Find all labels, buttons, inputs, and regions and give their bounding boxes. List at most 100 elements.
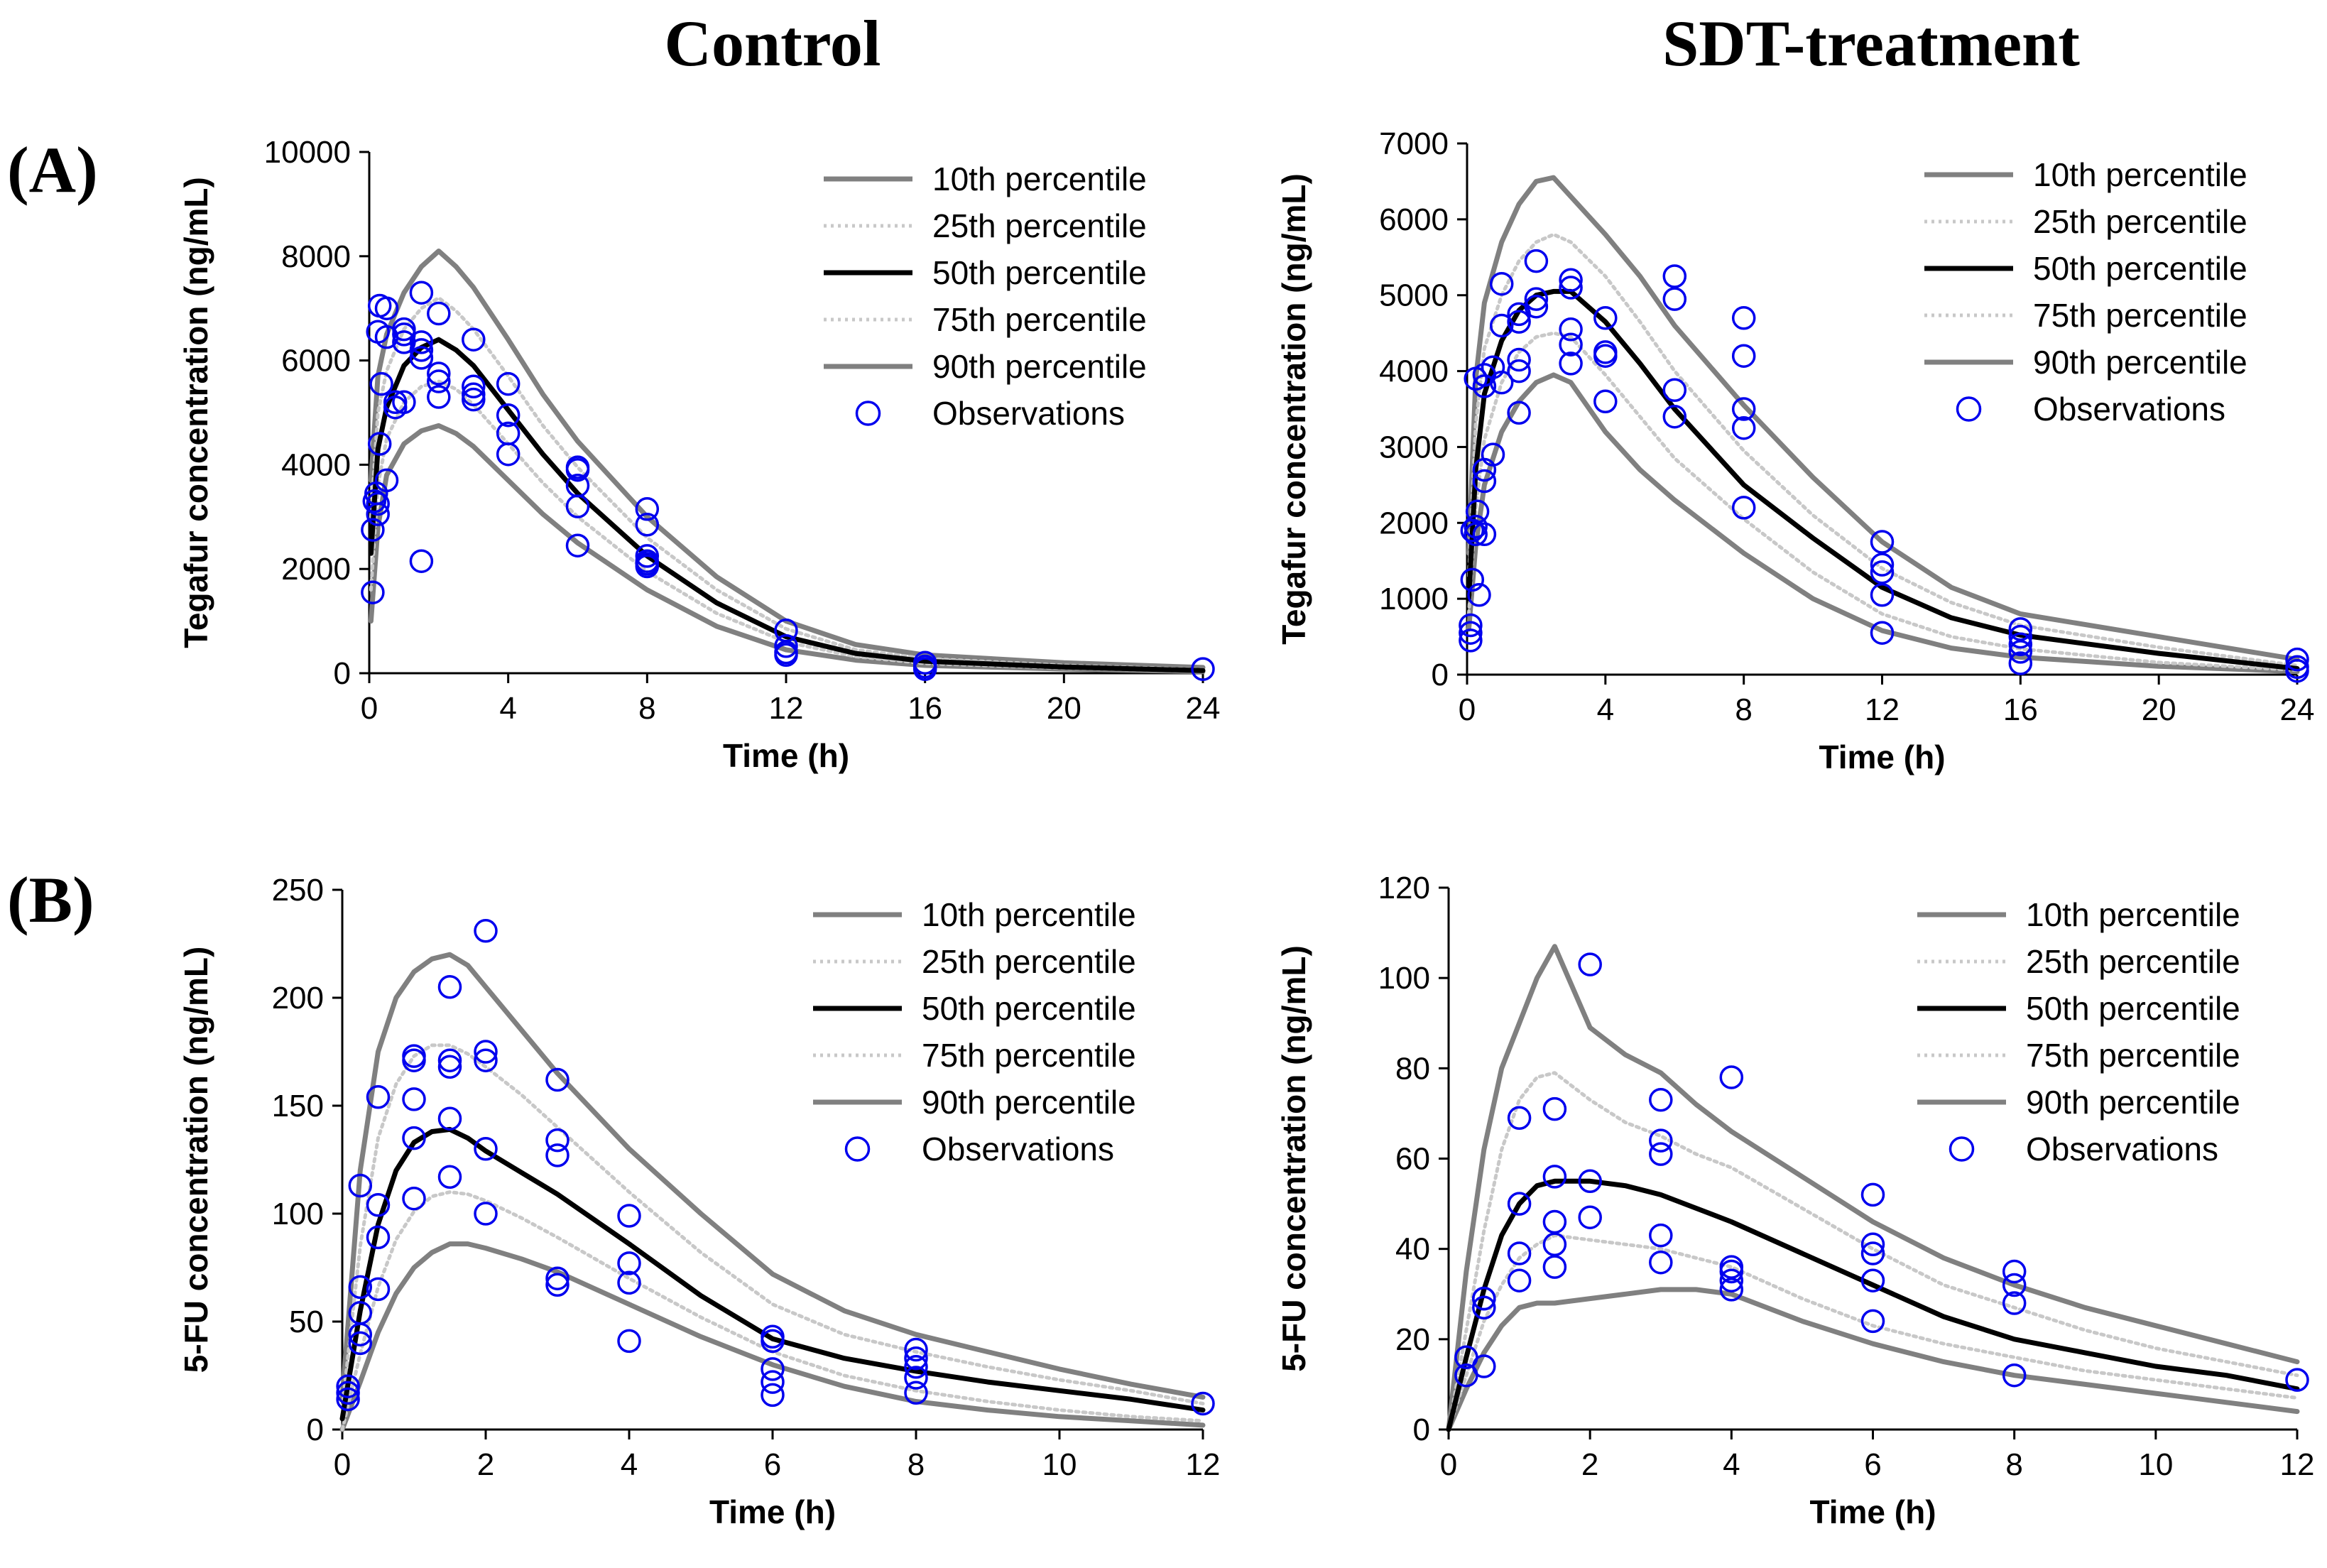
series-line-p25 [1466, 331, 2299, 673]
chart-sdt-tegafur: 0 4 8 12 16 20 24 0 1000 2000 3000 4000 5000 6000 7000… [1275, 126, 2314, 775]
observation-point [409, 330, 434, 354]
observation-point [761, 1357, 785, 1381]
observation-point [462, 387, 486, 412]
observation-point [904, 1346, 928, 1371]
observation-point [496, 371, 521, 396]
observation-point [1507, 1268, 1532, 1292]
series-line-p50 [339, 1126, 1206, 1422]
observation-point [427, 369, 451, 393]
legend-label-obs: Observations [2033, 391, 2225, 428]
y-tick-label: 150 [272, 1089, 324, 1123]
observation-point [383, 390, 408, 415]
x-tick-label: 4 [499, 691, 516, 726]
observation-point [1459, 628, 1483, 653]
legend-label-p90: 90th percentile [922, 1084, 1136, 1121]
x-tick-label: 2 [477, 1447, 494, 1482]
x-tick-label: 4 [1723, 1447, 1740, 1482]
x-tick-label: 2 [1581, 1447, 1598, 1482]
observation-point [1559, 317, 1583, 342]
x-axis-label: Time (h) [1809, 1493, 1936, 1530]
y-axis-label: 5-FU concentration (ng/mL) [178, 947, 214, 1373]
observation-point [1472, 1295, 1496, 1320]
x-axis-label: Time (h) [723, 737, 849, 774]
y-axis-label: 5-FU concentration (ng/mL) [1275, 945, 1312, 1372]
legend-label-p10: 10th percentile [2026, 896, 2240, 933]
x-tick-label: 0 [334, 1447, 351, 1482]
y-tick-label: 40 [1395, 1232, 1430, 1267]
observation-point [1460, 567, 1485, 592]
series-line-p50 [368, 337, 1206, 673]
y-tick-label: 2000 [281, 552, 351, 587]
observation-point [774, 643, 798, 668]
observation-point [1507, 347, 1531, 372]
observation-point [1524, 287, 1549, 311]
observation-point [1559, 352, 1583, 376]
observation-point [2008, 624, 2033, 649]
legend: 10th percentile 25th percentile 50th perce… [824, 160, 1147, 432]
observation-point [635, 497, 660, 521]
observation-point [402, 1126, 426, 1150]
series-line-p50 [1466, 288, 2300, 671]
series-line-p90 [368, 249, 1206, 670]
observation-point [409, 338, 434, 362]
x-tick-label: 6 [764, 1447, 781, 1482]
observation-point [1489, 271, 1514, 296]
observation-point [1731, 306, 1756, 330]
series-line-p90 [1446, 944, 2300, 1432]
observation-point [904, 1381, 928, 1405]
legend-label-p50: 50th percentile [2033, 250, 2247, 287]
y-tick-label: 4000 [281, 447, 351, 482]
row-label-a: (A) [7, 134, 98, 206]
observation-point [1559, 268, 1583, 293]
observation-point [1719, 1268, 1744, 1292]
observation-point [336, 1374, 360, 1398]
observation-point [1524, 294, 1549, 319]
x-tick-label: 20 [2142, 692, 2176, 727]
chart-control-tegafur: 0 4 8 12 16 20 24 0 2000 4000 6000 8000 10000 Time (h… [178, 135, 1220, 774]
observation-point [1489, 370, 1514, 395]
observation-point [1649, 1223, 1673, 1248]
series-line-p10 [1466, 372, 2300, 675]
observation-point [1870, 530, 1895, 554]
observation-point [437, 1055, 462, 1079]
observation-point [366, 491, 390, 516]
legend-label-p50: 50th percentile [932, 254, 1147, 291]
x-tick-label: 12 [769, 691, 804, 726]
legend: 10th percentile 25th percentile 50th perce… [1917, 896, 2240, 1167]
observation-point [437, 1165, 462, 1189]
x-tick-label: 0 [1440, 1447, 1457, 1482]
observation-point [409, 281, 434, 305]
legend-label-p25: 25th percentile [2033, 203, 2247, 240]
observation-point [1578, 952, 1602, 976]
row-label-b: (B) [7, 864, 94, 936]
observation-point [348, 1331, 373, 1356]
series-line-p90 [1466, 175, 2300, 663]
observation-point [402, 1087, 426, 1111]
observation-point [366, 1085, 391, 1109]
observation-point [761, 1370, 785, 1394]
legend-label-p10: 10th percentile [922, 896, 1136, 933]
observation-point [1662, 264, 1687, 288]
observation-point [1542, 1232, 1567, 1257]
observation-point [1459, 613, 1483, 638]
observation-point [1860, 1232, 1885, 1257]
y-tick-label: 20 [1395, 1322, 1430, 1357]
observation-point [361, 518, 385, 542]
observation-point [392, 390, 416, 415]
observation-point [1472, 1286, 1496, 1311]
observation-point [369, 371, 393, 396]
observation-point [1472, 469, 1497, 494]
observation-point [336, 1387, 360, 1412]
observation-point [1465, 499, 1490, 524]
column-title-control: Control [665, 7, 881, 80]
observation-point [1507, 359, 1531, 383]
observation-point [2008, 651, 2033, 675]
y-tick-label: 80 [1395, 1051, 1430, 1086]
observation-point [496, 442, 521, 467]
legend-label-p75: 75th percentile [932, 301, 1147, 338]
observation-point [1559, 276, 1583, 300]
observation-point [904, 1355, 928, 1379]
y-axis-label: Tegafur concentration (ng/mL) [178, 177, 214, 648]
series-line-p10 [339, 1241, 1206, 1432]
legend-symbol-observations [1949, 1136, 1975, 1162]
